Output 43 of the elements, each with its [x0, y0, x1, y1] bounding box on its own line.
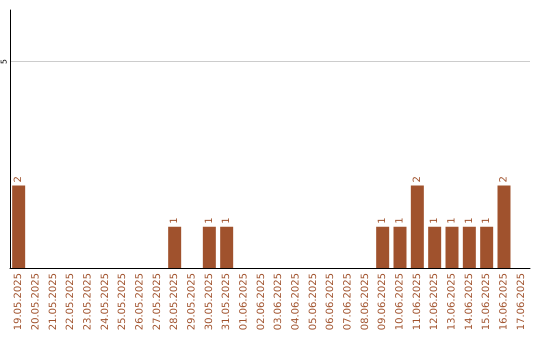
x-tick-label: 09.06.2025 — [377, 273, 388, 330]
data-label: 1 — [169, 217, 180, 224]
x-tick-label: 05.06.2025 — [308, 273, 319, 330]
data-label: 2 — [498, 176, 510, 182]
x-tick-label: 15.06.2025 — [481, 273, 492, 330]
x-tick-label: 17.06.2025 — [516, 273, 527, 330]
x-tick-label: 01.06.2025 — [238, 273, 250, 330]
x-tick-label: 27.05.2025 — [152, 273, 163, 330]
x-tick-label: 03.06.2025 — [273, 273, 284, 330]
data-label: 1 — [394, 217, 406, 224]
data-label: 1 — [464, 217, 475, 224]
x-tick-label: 25.05.2025 — [117, 273, 128, 330]
x-tick-label: 06.06.2025 — [325, 273, 336, 330]
x-tick-label: 11.06.2025 — [412, 273, 423, 330]
x-tick-label: 10.06.2025 — [394, 273, 406, 330]
data-label: 2 — [13, 176, 24, 182]
x-tick-label: 28.05.2025 — [169, 273, 180, 330]
x-tick-label: 31.05.2025 — [221, 273, 232, 330]
data-label: 2 — [412, 176, 423, 182]
data-label: 1 — [446, 217, 458, 224]
x-tick-label: 12.06.2025 — [429, 273, 440, 330]
y-tick-label: 5 — [0, 59, 8, 64]
x-tick-label: 29.05.2025 — [186, 273, 198, 330]
x-tick-label: 07.06.2025 — [342, 273, 354, 330]
x-tick-label: 24.05.2025 — [100, 273, 111, 330]
data-label: 1 — [481, 217, 492, 224]
data-label: 1 — [429, 217, 440, 224]
x-tick-label: 22.05.2025 — [65, 273, 76, 330]
x-tick-label: 23.05.2025 — [82, 273, 94, 330]
x-tick-label: 21.05.2025 — [48, 273, 59, 330]
x-tick-label: 02.06.2025 — [256, 273, 267, 330]
data-label: 1 — [204, 217, 215, 224]
x-tick-label: 04.06.2025 — [290, 273, 302, 330]
x-tick-label: 14.06.2025 — [464, 273, 475, 330]
x-tick-label: 30.05.2025 — [204, 273, 215, 330]
x-tick-label: 19.05.2025 — [13, 273, 24, 330]
x-tick-label: 16.06.2025 — [498, 273, 510, 330]
data-label: 1 — [377, 217, 388, 224]
x-tick-label: 13.06.2025 — [446, 273, 458, 330]
data-label: 1 — [221, 217, 232, 224]
x-tick-label: 26.05.2025 — [134, 273, 146, 330]
x-tick-label: 08.06.2025 — [360, 273, 371, 330]
x-tick-label: 20.05.2025 — [30, 273, 42, 330]
